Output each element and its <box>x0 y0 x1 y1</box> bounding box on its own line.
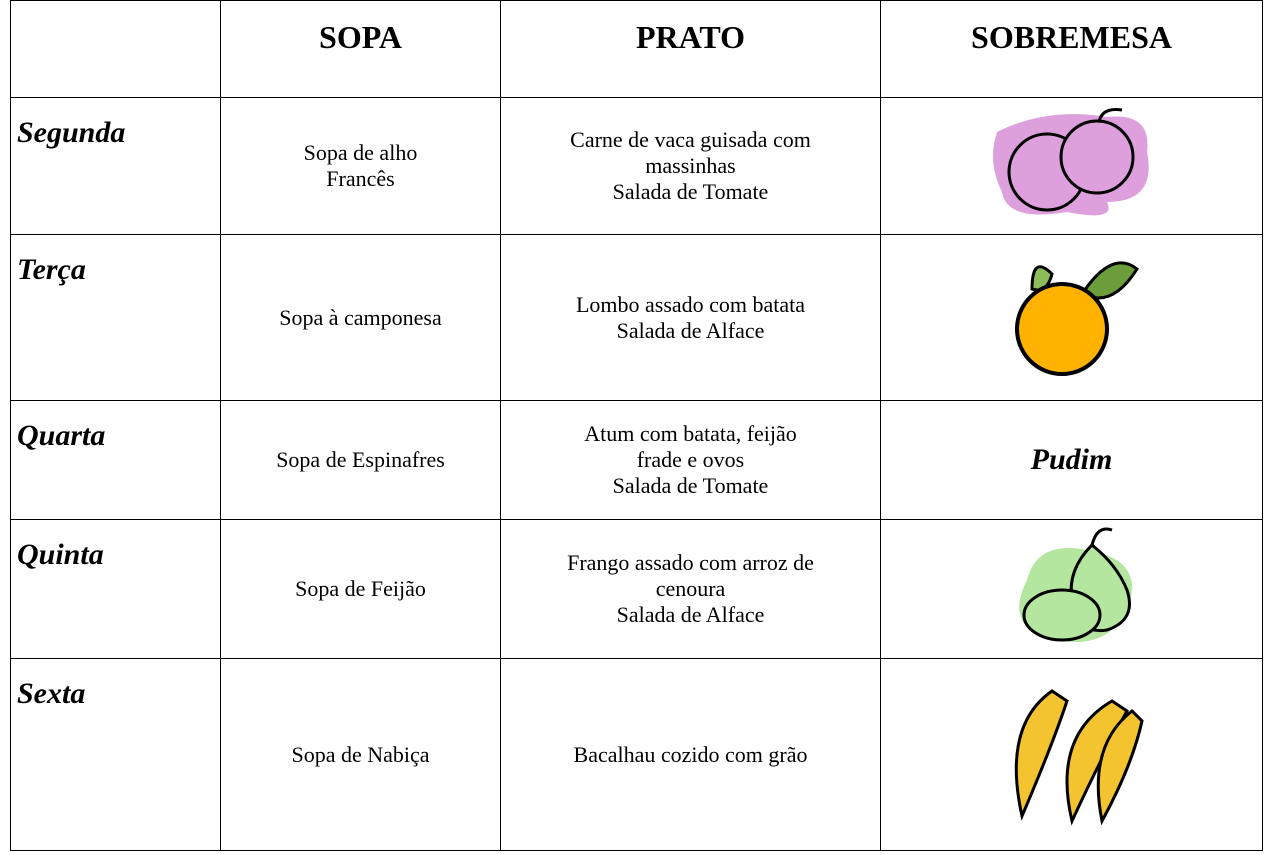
day-cell: Terça <box>10 234 221 401</box>
menu-table: SOPA PRATO SOBREMESA Segunda Sopa de alho Fr… <box>10 0 1263 851</box>
dish-cell: Carne de vaca guisada com massinhas Salada… <box>500 97 881 235</box>
dish-line: Salada de Tomate <box>612 179 769 204</box>
column-header: PRATO <box>500 0 881 98</box>
apple-icon <box>992 108 1149 216</box>
soup-line: Sopa de alho <box>303 140 418 165</box>
dessert-cell <box>880 658 1263 851</box>
dish-cell: Frango assado com arroz de cenoura Salada … <box>500 519 881 659</box>
menu-row: Terça Sopa à camponesa Lombo assado com ba… <box>10 234 1263 401</box>
soup-cell: Sopa de Nabiça <box>220 658 501 851</box>
day-cell: Quarta <box>10 400 221 520</box>
dish-line: frade e ovos <box>636 447 745 472</box>
dish-line: cenoura <box>655 576 726 601</box>
header-row: SOPA PRATO SOBREMESA <box>10 0 1263 98</box>
dish-cell: Atum com batata, feijão frade e ovos Salad… <box>500 400 881 520</box>
dessert-cell <box>880 519 1263 659</box>
soup-line: Sopa de Feijão <box>295 576 426 601</box>
dish-line: Bacalhau cozido com grão <box>573 741 808 767</box>
dessert-cell: Pudim <box>880 400 1263 520</box>
soup-cell: Sopa à camponesa <box>220 234 501 401</box>
soup-line: Francês <box>326 166 395 191</box>
soup-line: Sopa à camponesa <box>279 304 442 330</box>
soup-line: Sopa de Espinafres <box>276 447 445 472</box>
dish-line: Salada de Alface <box>616 602 765 627</box>
day-cell: Quinta <box>10 519 221 659</box>
dish-line: massinhas <box>645 153 736 178</box>
dish-line: Carne de vaca guisada com <box>570 127 811 152</box>
banana-icon <box>1014 688 1144 826</box>
soup-line: Sopa de Nabiça <box>291 741 430 767</box>
soup-cell: Sopa de Feijão <box>220 519 501 659</box>
dish-line: Frango assado com arroz de <box>567 550 814 575</box>
menu-row: Sexta Sopa de Nabiça Bacalhau cozido com g… <box>10 658 1263 851</box>
dessert-cell <box>880 97 1263 235</box>
soup-cell: Sopa de alho Francês <box>220 97 501 235</box>
column-header: SOBREMESA <box>880 0 1263 98</box>
dessert-cell <box>880 234 1263 401</box>
dish-cell: Bacalhau cozido com grão <box>500 658 881 851</box>
menu-row: Segunda Sopa de alho Francês Carne de vaca … <box>10 97 1263 235</box>
dish-line: Lombo assado com batata <box>575 291 806 317</box>
dish-line: Atum com batata, feijão <box>584 421 797 446</box>
menu-row: Quinta Sopa de Feijão Frango assado com ar… <box>10 519 1263 659</box>
dish-cell: Lombo assado com batata Salada de Alface <box>500 234 881 401</box>
corner-cell <box>10 0 221 98</box>
day-cell: Segunda <box>10 97 221 235</box>
dish-line: Salada de Tomate <box>612 473 769 498</box>
soup-cell: Sopa de Espinafres <box>220 400 501 520</box>
menu-row: Quarta Sopa de Espinafres Atum com batata,… <box>10 400 1263 520</box>
dish-line: Salada de Alface <box>616 317 765 343</box>
pear-icon <box>1018 527 1132 642</box>
day-cell: Sexta <box>10 658 221 851</box>
column-header: SOPA <box>220 0 501 98</box>
orange-icon <box>1014 260 1139 376</box>
